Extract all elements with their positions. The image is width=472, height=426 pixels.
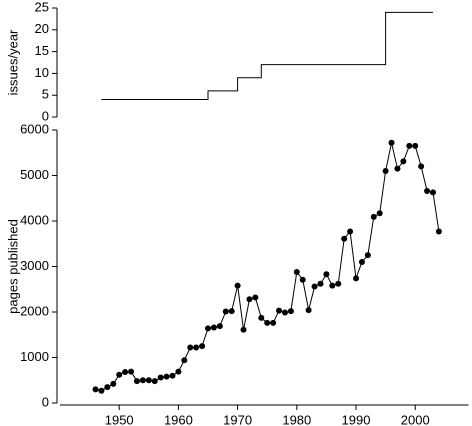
data-point (210, 324, 217, 331)
data-point (264, 319, 271, 326)
data-point (394, 165, 401, 172)
data-point (199, 343, 206, 350)
data-point (116, 371, 123, 378)
data-point (418, 163, 425, 170)
y-tick-label: 0 (42, 108, 49, 123)
y-tick-label: 5000 (20, 167, 49, 182)
data-point (216, 323, 223, 330)
y-tick-label: 6000 (20, 121, 49, 136)
data-point (240, 326, 247, 333)
data-point (151, 378, 158, 385)
data-point (353, 275, 360, 282)
data-point (400, 158, 407, 165)
y-tick-label: 1000 (20, 349, 49, 364)
data-point (270, 319, 277, 326)
data-point (234, 282, 241, 289)
data-point (258, 314, 265, 321)
y-tick-label: 20 (35, 21, 49, 36)
data-point (122, 369, 129, 376)
data-point (139, 377, 146, 384)
data-point (317, 280, 324, 287)
data-point (412, 142, 419, 149)
data-point (128, 368, 135, 375)
data-point (287, 308, 294, 315)
x-tick-label: 1950 (105, 412, 134, 426)
data-point (424, 187, 431, 194)
data-point (347, 228, 354, 235)
y-tick-label: 2000 (20, 303, 49, 318)
data-point (98, 387, 105, 394)
data-point (252, 294, 259, 301)
data-line (95, 142, 440, 392)
y-tick-label: 15 (35, 43, 49, 58)
x-tick-label: 1960 (164, 412, 193, 426)
data-point (163, 373, 170, 380)
data-point (376, 210, 383, 217)
data-point (429, 189, 436, 196)
data-point (311, 283, 318, 290)
data-point (388, 139, 395, 146)
data-point (92, 386, 99, 393)
y-axis-label: issues/year (5, 29, 20, 95)
step-line (101, 11, 433, 101)
y-tick-label: 25 (35, 0, 49, 14)
data-point (205, 325, 212, 332)
data-point (299, 276, 306, 283)
data-point (246, 296, 253, 303)
data-point (181, 357, 188, 364)
data-point (305, 307, 312, 314)
y-tick-label: 4000 (20, 212, 49, 227)
data-point (228, 308, 235, 315)
data-point (193, 344, 200, 351)
data-point (110, 380, 117, 387)
y-tick-label: 10 (35, 65, 49, 80)
data-point (175, 368, 182, 375)
y-axis-label: pages published (5, 219, 20, 314)
data-point (358, 258, 365, 265)
data-point (169, 372, 176, 379)
data-point (293, 268, 300, 275)
data-point (276, 307, 283, 314)
data-point (364, 252, 371, 259)
x-tick-label: 2000 (401, 412, 430, 426)
y-tick-label: 0 (42, 394, 49, 409)
x-tick-label: 1990 (342, 412, 371, 426)
data-point (341, 235, 348, 242)
data-point (133, 378, 140, 385)
data-point (222, 308, 229, 315)
data-point (145, 377, 152, 384)
data-point (335, 280, 342, 287)
data-point (382, 167, 389, 174)
data-point (104, 384, 111, 391)
data-point (281, 309, 288, 316)
data-point (323, 271, 330, 278)
data-point (435, 228, 442, 235)
y-tick-label: 5 (42, 87, 49, 102)
data-point (157, 374, 164, 381)
x-tick-label: 1980 (282, 412, 311, 426)
data-point (406, 142, 413, 149)
y-tick-label: 3000 (20, 258, 49, 273)
data-point (370, 213, 377, 220)
data-point (329, 282, 336, 289)
x-tick-label: 1970 (223, 412, 252, 426)
data-point (187, 344, 194, 351)
